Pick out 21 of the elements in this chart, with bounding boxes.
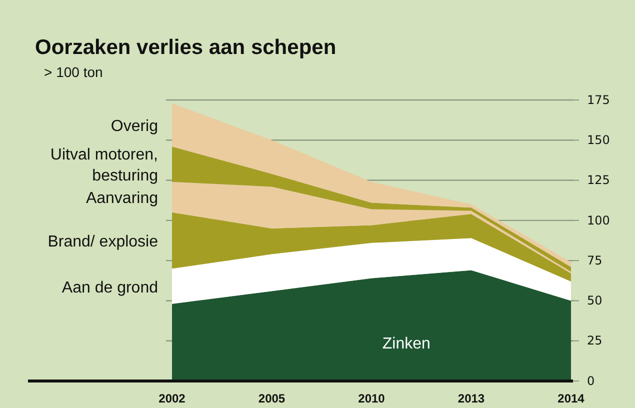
x-tick-label: 2014 [558,392,585,406]
y-tick-label: 25 [587,334,602,348]
chart-title: Oorzaken verlies aan schepen [35,36,336,59]
y-tick-label: 150 [587,132,610,147]
y-tick-label: 50 [587,294,602,308]
series-label: Aan de grond [62,279,158,296]
y-tick-label: 0 [587,374,595,388]
chart-subtitle: > 100 ton [44,64,103,80]
series-label: Aanvaring [86,190,158,208]
series-label: Zinken [382,335,430,352]
y-tick-label: 75 [587,253,602,268]
y-tick-label: 125 [587,173,610,188]
y-tick-label: 100 [587,213,610,228]
x-tick-label: 2010 [358,392,386,406]
x-tick-label: 2002 [158,392,186,406]
x-tick-label: 2005 [258,392,286,406]
series-label: Uitval motoren, besturing [50,146,158,185]
y-tick-label: 175 [587,92,610,107]
x-tick-label: 2013 [458,392,485,406]
series-label: Brand/ explosie [48,234,158,250]
series-label: Overig [110,118,158,135]
